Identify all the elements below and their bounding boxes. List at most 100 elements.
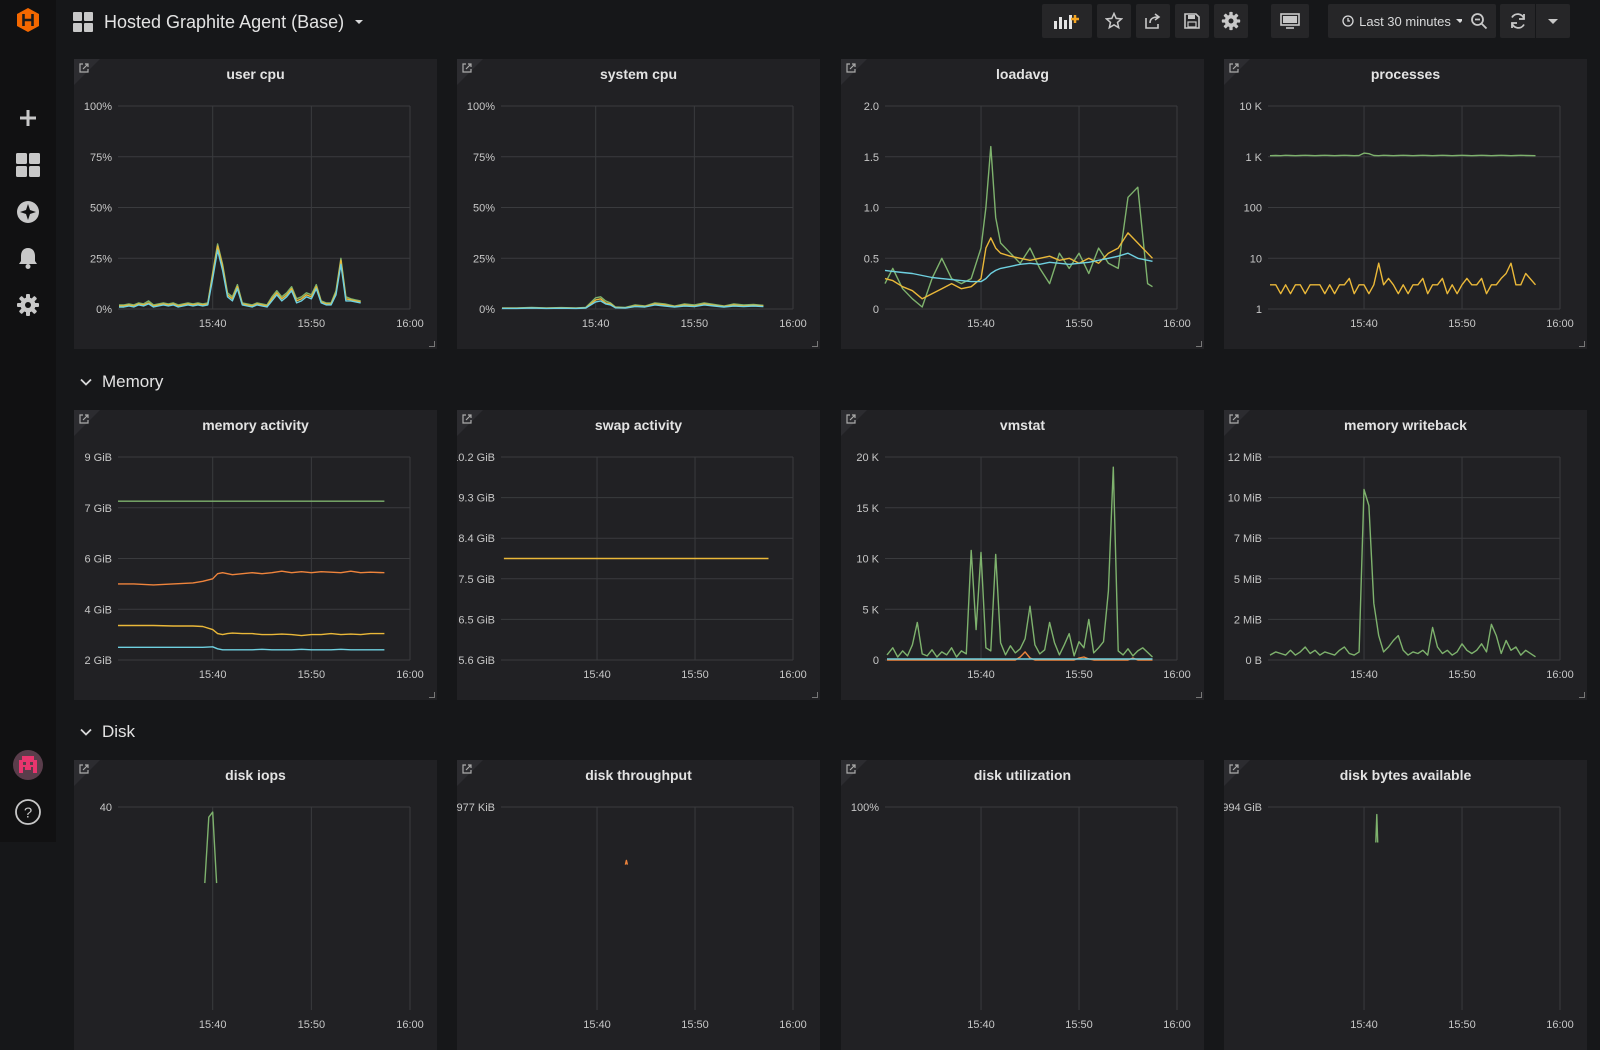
panel-title[interactable]: swap activity (594, 417, 683, 433)
panel-resize-handle[interactable] (1579, 341, 1585, 347)
external-link-icon[interactable] (78, 62, 90, 74)
external-link-icon[interactable] (1228, 763, 1240, 775)
external-link-icon[interactable] (1228, 62, 1240, 74)
panel-disk-iops: disk iops 40 15:40 15:50 16:00 (74, 760, 437, 1050)
save-button[interactable] (1175, 4, 1209, 38)
refresh-button[interactable] (1500, 4, 1537, 38)
external-link-icon[interactable] (78, 763, 90, 775)
series-line (624, 859, 629, 865)
series-line (884, 145, 1153, 308)
x-tick-label: 15:50 (1065, 318, 1093, 330)
panel-resize-handle[interactable] (812, 692, 818, 698)
y-tick-label: 7.5 GiB (458, 574, 495, 586)
external-link-icon[interactable] (78, 413, 90, 425)
star-icon (1105, 12, 1123, 30)
y-tick-label: 1 K (1245, 152, 1262, 164)
avatar-icon (13, 750, 43, 780)
create-menu[interactable] (0, 98, 56, 138)
settings-icon (1221, 11, 1241, 31)
row-disk[interactable]: Disk (80, 720, 135, 744)
y-tick-label: 6.5 GiB (458, 614, 495, 626)
y-tick-label: 9.3 GiB (458, 493, 495, 505)
external-link-icon[interactable] (461, 413, 473, 425)
y-tick-label: 10 (1250, 253, 1262, 265)
profile-menu[interactable] (0, 745, 56, 785)
alerting-menu[interactable] (0, 238, 56, 278)
dashboard-picker[interactable]: Hosted Graphite Agent (Base) (72, 8, 364, 36)
svg-text:?: ? (24, 805, 32, 822)
hosted-graphite-logo[interactable] (0, 0, 56, 40)
panel-title[interactable]: memory activity (202, 417, 309, 433)
x-tick-label: 15:50 (1448, 1019, 1476, 1031)
external-link-icon[interactable] (845, 413, 857, 425)
panel-title[interactable]: disk bytes available (1339, 767, 1472, 783)
x-tick-label: 16:00 (779, 318, 807, 330)
y-tick-label: 75% (473, 152, 495, 164)
y-tick-label: 100% (84, 101, 112, 113)
panel-user-cpu: user cpu 0% 25% 50% 75% 100% 15:40 15:50 16:00 (74, 59, 437, 349)
panel-title[interactable]: system cpu (599, 66, 678, 82)
bell-icon (19, 248, 37, 269)
help-menu[interactable]: ? (0, 792, 56, 832)
panel-resize-handle[interactable] (429, 341, 435, 347)
panel-title[interactable]: processes (1370, 66, 1441, 82)
x-tick-label: 15:40 (583, 1019, 611, 1031)
row-memory[interactable]: Memory (80, 370, 163, 394)
y-tick-label: 10 MiB (1228, 493, 1262, 505)
panel-resize-handle[interactable] (812, 341, 818, 347)
external-link-icon[interactable] (461, 62, 473, 74)
x-tick-label: 16:00 (1546, 1019, 1574, 1031)
x-tick-label: 15:40 (1350, 1019, 1378, 1031)
zoom-out-button[interactable] (1462, 4, 1496, 38)
y-tick-label: 0% (96, 304, 112, 316)
help-icon: ? (15, 799, 41, 825)
panel-title[interactable]: memory writeback (1344, 417, 1467, 433)
external-link-icon[interactable] (461, 763, 473, 775)
tv-mode-button[interactable] (1271, 4, 1309, 38)
chart-disk-utilization: 100% 15:40 15:50 16:00 (851, 802, 1191, 1031)
panel-title[interactable]: disk utilization (973, 767, 1072, 783)
series-line (502, 300, 764, 310)
panel-title[interactable]: user cpu (226, 66, 285, 82)
y-tick-label: 0 (873, 304, 879, 316)
y-tick-label: 4 GiB (84, 604, 112, 616)
x-tick-label: 15:50 (298, 669, 326, 681)
explore-menu[interactable] (0, 192, 56, 232)
external-link-icon[interactable] (845, 62, 857, 74)
y-tick-label: 10 K (856, 554, 879, 566)
panel-title[interactable]: loadavg (996, 66, 1049, 82)
share-icon (1145, 13, 1161, 29)
x-tick-label: 16:00 (396, 318, 424, 330)
panel-resize-handle[interactable] (429, 692, 435, 698)
panel-title[interactable]: disk iops (225, 767, 286, 783)
refresh-interval-caret-icon (1548, 18, 1559, 24)
dashboards-menu[interactable] (0, 145, 56, 185)
external-link-icon[interactable] (845, 763, 857, 775)
y-tick-label: 50% (473, 203, 495, 215)
chevron-down-icon (1455, 19, 1464, 23)
y-tick-label: 977 KiB (457, 802, 495, 814)
settings-button[interactable] (1214, 4, 1248, 38)
x-tick-label: 16:00 (1546, 669, 1574, 681)
x-tick-label: 16:00 (1163, 669, 1191, 681)
panel-resize-handle[interactable] (1579, 692, 1585, 698)
y-tick-label: 3.994 GiB (1224, 802, 1262, 814)
star-button[interactable] (1097, 4, 1131, 38)
external-link-icon[interactable] (1228, 413, 1240, 425)
x-tick-label: 15:50 (1448, 318, 1476, 330)
panel-title[interactable]: disk throughput (585, 767, 692, 783)
compass-icon (17, 201, 39, 223)
chart-swap-activity: 5.6 GiB 6.5 GiB 7.5 GiB 8.4 GiB 9.3 GiB 10.2 … (457, 452, 807, 681)
x-tick-label: 16:00 (396, 669, 424, 681)
add-panel-button[interactable] (1042, 4, 1092, 38)
x-tick-label: 16:00 (779, 1019, 807, 1031)
y-tick-label: 100 (1244, 203, 1262, 215)
configuration-menu[interactable] (0, 285, 56, 325)
time-range-picker[interactable]: Last 30 minutes (1328, 4, 1478, 38)
share-button[interactable] (1136, 4, 1170, 38)
y-tick-label: 0 B (1245, 655, 1262, 667)
panel-resize-handle[interactable] (1196, 692, 1202, 698)
refresh-interval-picker[interactable] (1536, 4, 1570, 38)
panel-resize-handle[interactable] (1196, 341, 1202, 347)
panel-title[interactable]: vmstat (999, 417, 1046, 433)
